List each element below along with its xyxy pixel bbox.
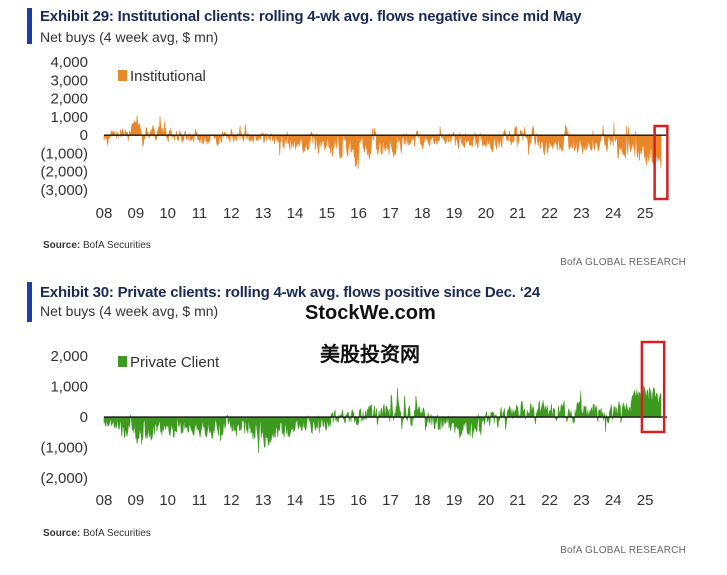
x-tick-label: 25 <box>637 205 654 222</box>
source-label: Source: <box>43 240 81 251</box>
y-tick-label: 0 <box>80 127 88 144</box>
source-text: BofA Securities <box>83 240 151 251</box>
x-tick-label: 14 <box>287 492 304 509</box>
x-tick-label: 21 <box>509 205 526 222</box>
x-tick-label: 23 <box>573 492 590 509</box>
y-tick-label: (2,000) <box>40 470 88 487</box>
y-tick-label: 3,000 <box>50 72 88 89</box>
series-area-private-client <box>103 385 662 454</box>
exhibit-29-footer: BofA GLOBAL RESEARCH <box>560 257 686 268</box>
x-tick-label: 12 <box>223 492 240 509</box>
x-tick-label: 17 <box>382 492 399 509</box>
watermark-cn: 美股投资网 <box>320 344 420 366</box>
legend-swatch <box>118 70 127 81</box>
x-tick-label: 13 <box>255 492 272 509</box>
x-tick-label: 08 <box>96 492 113 509</box>
y-tick-label: (1,000) <box>40 440 88 457</box>
x-tick-label: 15 <box>318 205 335 222</box>
highlight-box <box>640 340 666 434</box>
x-tick-label: 08 <box>96 205 113 222</box>
y-tick-label: 2,000 <box>50 348 88 365</box>
exhibit-accent-bar <box>27 8 32 44</box>
series-area-institutional <box>103 115 662 170</box>
x-tick-label: 20 <box>478 205 495 222</box>
x-tick-label: 23 <box>573 205 590 222</box>
exhibit-30-panel: Exhibit 30: Private clients: rolling 4-w… <box>0 278 727 575</box>
x-tick-label: 13 <box>255 205 272 222</box>
highlight-box <box>653 124 669 201</box>
x-tick-label: 16 <box>350 492 367 509</box>
x-tick-label: 24 <box>605 492 622 509</box>
exhibit-29-panel: Exhibit 29: Institutional clients: rolli… <box>0 0 727 280</box>
x-tick-label: 09 <box>127 492 144 509</box>
x-tick-label: 18 <box>414 492 431 509</box>
legend-label: Institutional <box>130 68 206 85</box>
x-tick-label: 21 <box>509 492 526 509</box>
x-tick-label: 14 <box>287 205 304 222</box>
source-label: Source: <box>43 528 81 539</box>
private-client-chart: 2,000 1,000 0 (1,000) (2,000) 08 09 10 11 12 13 14 1… <box>40 340 667 509</box>
x-tick-label: 15 <box>318 492 335 509</box>
x-tick-label: 24 <box>605 205 622 222</box>
x-tick-label: 17 <box>382 205 399 222</box>
exhibit-30-footer: BofA GLOBAL RESEARCH <box>560 545 686 556</box>
x-tick-label: 18 <box>414 205 431 222</box>
exhibit-29-source: Source: BofA Securities <box>43 240 151 251</box>
x-tick-label: 12 <box>223 205 240 222</box>
exhibit-30-subtitle: Net buys (4 week avg, $ mn) <box>40 303 219 319</box>
x-tick-label: 22 <box>541 205 558 222</box>
watermark-site: StockWe.com <box>305 302 436 324</box>
x-tick-label: 19 <box>446 205 463 222</box>
x-tick-label: 09 <box>127 205 144 222</box>
y-tick-label: 1,000 <box>50 379 88 396</box>
legend-swatch <box>118 356 127 367</box>
x-tick-label: 19 <box>446 492 463 509</box>
legend-label: Private Client <box>130 354 220 371</box>
exhibit-29-subtitle: Net buys (4 week avg, $ mn) <box>40 29 219 45</box>
x-tick-label: 20 <box>478 492 495 509</box>
y-tick-label: 2,000 <box>50 91 88 108</box>
y-tick-label: (1,000) <box>40 145 88 162</box>
exhibit-accent-bar <box>27 282 32 322</box>
x-tick-label: 10 <box>159 492 176 509</box>
x-tick-label: 25 <box>637 492 654 509</box>
x-tick-label: 11 <box>192 492 208 509</box>
source-text: BofA Securities <box>83 528 151 539</box>
y-tick-label: 0 <box>80 409 88 426</box>
x-tick-label: 22 <box>541 492 558 509</box>
y-tick-label: 4,000 <box>50 54 88 71</box>
y-tick-label: (2,000) <box>40 164 88 181</box>
exhibit-30-source: Source: BofA Securities <box>43 528 151 539</box>
x-tick-label: 16 <box>350 205 367 222</box>
exhibit-30-title: Exhibit 30: Private clients: rolling 4-w… <box>40 284 540 301</box>
y-tick-label: 1,000 <box>50 109 88 126</box>
exhibit-29-title: Exhibit 29: Institutional clients: rolli… <box>40 8 582 25</box>
x-tick-label: 10 <box>159 205 176 222</box>
y-tick-label: (3,000) <box>40 182 88 199</box>
x-tick-label: 11 <box>192 205 208 222</box>
